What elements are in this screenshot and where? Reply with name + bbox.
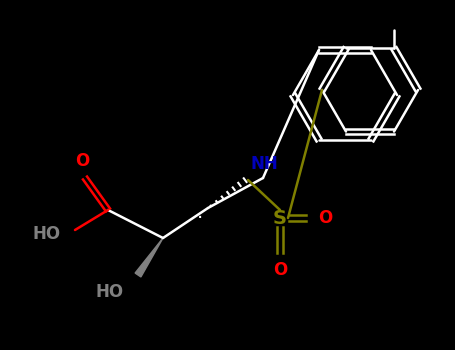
Text: S: S: [273, 209, 287, 228]
Text: O: O: [273, 261, 287, 279]
Text: HO: HO: [96, 283, 124, 301]
Text: S: S: [261, 214, 269, 224]
Text: O: O: [75, 152, 89, 170]
Text: .: .: [197, 203, 203, 223]
Text: NH: NH: [251, 155, 279, 173]
Text: O: O: [318, 209, 332, 227]
Polygon shape: [135, 238, 163, 277]
Text: HO: HO: [33, 225, 61, 243]
